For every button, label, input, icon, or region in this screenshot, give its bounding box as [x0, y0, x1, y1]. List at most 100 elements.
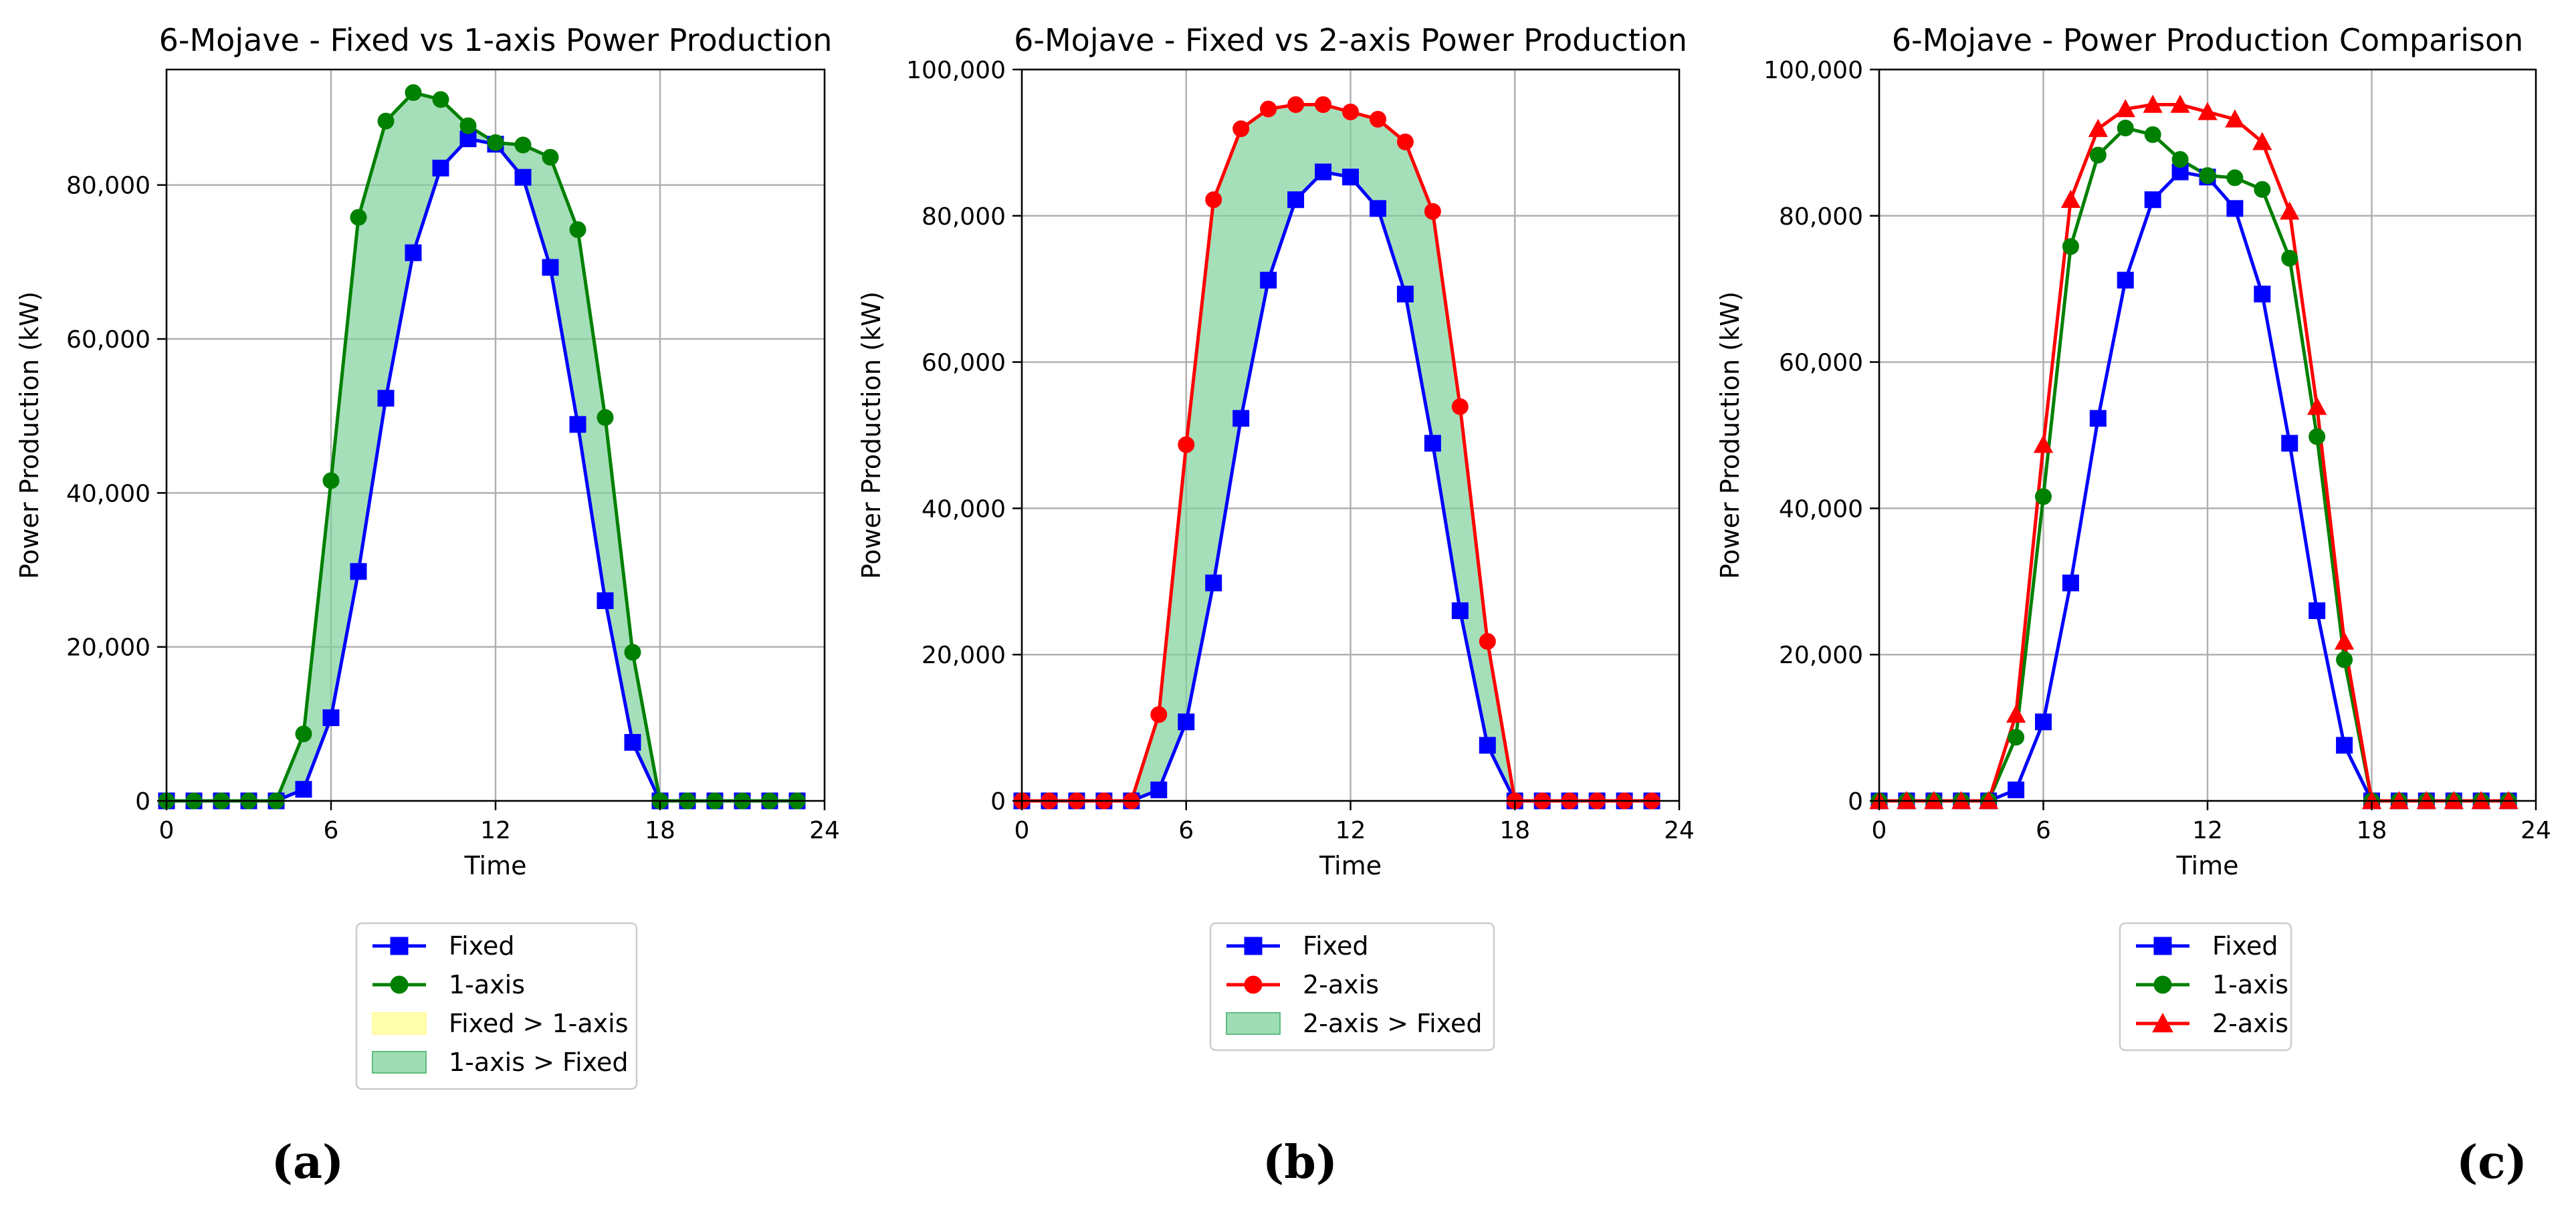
- chart-title: 6-Mojave - Power Production Comparison: [1892, 22, 2524, 58]
- data-point: [2170, 94, 2190, 113]
- data-point: [1479, 633, 1496, 650]
- data-point: [2307, 396, 2327, 415]
- legend-box: [1209, 922, 1495, 1052]
- data-point: [350, 209, 367, 226]
- data-point: [1205, 574, 1222, 592]
- x-axis-label: Time: [2176, 851, 2239, 880]
- y-tick-label: 0: [990, 788, 1006, 816]
- legend-marker: [2152, 1012, 2173, 1033]
- legend-fill-swatch: [372, 1051, 427, 1074]
- data-point: [542, 259, 559, 276]
- data-point: [350, 563, 367, 580]
- data-point: [597, 409, 614, 427]
- y-tick-label: 60,000: [1779, 350, 1863, 377]
- x-tick-label: 18: [2357, 817, 2387, 844]
- y-tick-label: 0: [135, 788, 150, 816]
- data-point: [2143, 94, 2163, 113]
- y-axis-label: Power Production (kW): [857, 291, 886, 579]
- data-point: [405, 244, 422, 261]
- y-tick-label: 80,000: [66, 172, 150, 200]
- x-tick-label: 12: [1335, 817, 1366, 844]
- data-point: [569, 221, 586, 239]
- data-point: [2117, 271, 2134, 289]
- data-point: [1396, 133, 1414, 150]
- data-point: [2254, 285, 2271, 303]
- data-point: [2309, 602, 2326, 620]
- data-point: [1451, 398, 1469, 415]
- legend-label: 2-axis: [1303, 970, 1379, 999]
- y-tick-label: 40,000: [66, 480, 150, 507]
- data-point: [1150, 781, 1168, 799]
- legend-label: 2-axis: [2212, 1009, 2288, 1038]
- data-point: [1424, 203, 1441, 220]
- legend-label: Fixed > 1-axis: [449, 1009, 629, 1038]
- legend-marker: [390, 975, 409, 994]
- y-tick-label: 40,000: [1779, 495, 1863, 523]
- data-point: [2281, 249, 2298, 267]
- data-point: [1232, 120, 1250, 138]
- data-point: [2226, 169, 2244, 187]
- data-point: [2334, 631, 2355, 650]
- data-point: [2226, 200, 2244, 217]
- data-point: [377, 390, 395, 407]
- legend-marker: [1244, 975, 1263, 994]
- data-point: [2197, 102, 2218, 120]
- x-tick-label: 0: [159, 817, 175, 844]
- data-point: [377, 112, 395, 130]
- legend: Fixed 2-axis 2-axis > Fixed: [1209, 922, 1495, 1052]
- data-point: [322, 472, 340, 489]
- data-point: [295, 725, 312, 743]
- data-point: [2033, 435, 2054, 453]
- legend-label: Fixed: [449, 931, 514, 961]
- data-point: [624, 644, 641, 661]
- data-point: [2252, 132, 2272, 150]
- x-tick-label: 24: [809, 817, 840, 844]
- y-tick-label: 0: [1848, 788, 1863, 816]
- data-point: [2336, 651, 2353, 669]
- y-axis-label: Power Production (kW): [1715, 291, 1745, 579]
- data-point: [597, 592, 614, 610]
- data-point: [459, 117, 477, 134]
- x-tick-label: 6: [1178, 817, 1194, 844]
- y-tick-label: 40,000: [922, 495, 1006, 523]
- data-point: [2035, 713, 2052, 731]
- data-point: [2089, 146, 2107, 164]
- panel-letter: (b): [1263, 1136, 1337, 1189]
- data-point: [1369, 110, 1386, 128]
- data-point: [2309, 428, 2326, 445]
- data-point: [1287, 96, 1305, 114]
- data-point: [2088, 118, 2108, 137]
- data-point: [542, 148, 559, 166]
- x-tick-label: 18: [1499, 817, 1530, 844]
- y-tick-label: 20,000: [922, 642, 1006, 669]
- data-point: [514, 136, 532, 154]
- data-point: [1396, 285, 1414, 303]
- data-point: [432, 159, 449, 176]
- y-tick-label: 80,000: [1779, 203, 1863, 231]
- legend-label: 1-axis > Fixed: [449, 1048, 629, 1077]
- data-point: [432, 91, 449, 108]
- fill-between-area: [1022, 104, 1652, 802]
- data-point: [1315, 96, 1332, 114]
- x-tick-label: 6: [2036, 817, 2051, 844]
- chart-panel-1: 0 6 12 18 24 0 20,000 40,000 60,000 80,000 Time Pow…: [15, 22, 840, 1189]
- y-tick-label: 80,000: [922, 203, 1006, 231]
- y-tick-label: 100,000: [1763, 57, 1863, 84]
- data-point: [2171, 151, 2189, 168]
- chart-title: 6-Mojave - Fixed vs 1-axis Power Product…: [159, 22, 833, 58]
- data-point: [569, 416, 586, 433]
- x-tick-label: 12: [2192, 817, 2223, 844]
- data-point: [322, 709, 340, 727]
- data-point: [2008, 781, 2025, 799]
- legend-marker: [2153, 975, 2172, 994]
- data-point: [2062, 574, 2079, 592]
- x-tick-label: 0: [1014, 817, 1030, 844]
- chart-title: 6-Mojave - Fixed vs 2-axis Power Product…: [1014, 22, 1687, 58]
- data-point: [2117, 120, 2134, 137]
- x-tick-label: 24: [2520, 817, 2551, 844]
- data-point: [2281, 435, 2298, 452]
- legend-label: Fixed: [1303, 931, 1368, 961]
- data-point: [2144, 191, 2161, 209]
- data-point: [1150, 706, 1168, 723]
